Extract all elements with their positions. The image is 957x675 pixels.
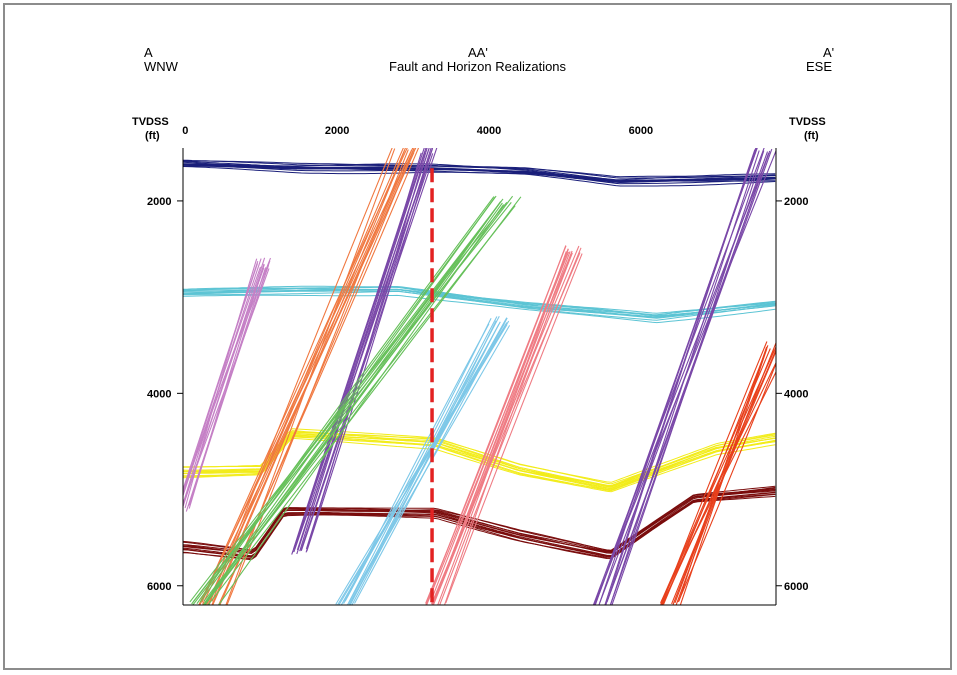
horizon-realization bbox=[183, 289, 776, 318]
fault-realization bbox=[300, 148, 438, 551]
fault-realization bbox=[348, 323, 500, 603]
fault-salmon bbox=[425, 245, 583, 605]
y-tick-label-left: 6000 bbox=[147, 581, 171, 593]
right-direction-label: ESE bbox=[806, 59, 833, 74]
fault-realization bbox=[432, 252, 573, 605]
horizon-realization bbox=[183, 486, 776, 552]
fault-purple bbox=[291, 148, 438, 555]
horizon-realization bbox=[183, 294, 776, 324]
horizon-realization bbox=[183, 289, 776, 318]
fault-realization bbox=[672, 346, 768, 605]
fault-realization bbox=[347, 316, 498, 605]
horizon-cyan bbox=[183, 285, 776, 324]
fault-realization bbox=[293, 148, 425, 549]
fault-realization bbox=[344, 317, 492, 602]
figure-frame bbox=[3, 3, 952, 670]
fault-realization bbox=[677, 362, 776, 603]
left-axis-unit-line2: (ft) bbox=[145, 130, 160, 142]
right-axis-unit-line1: TVDSS bbox=[789, 116, 826, 128]
fault-realization bbox=[598, 151, 769, 605]
left-axis-unit-line1: TVDSS bbox=[132, 116, 169, 128]
fault-lightblue bbox=[335, 315, 511, 605]
y-tick-label-right: 6000 bbox=[784, 581, 808, 593]
x-tick-label: 6000 bbox=[629, 125, 653, 137]
fault-realization bbox=[674, 349, 775, 603]
fault-realization bbox=[609, 150, 760, 605]
right-end-label: A' bbox=[823, 45, 835, 60]
horizon-realization bbox=[183, 288, 776, 317]
horizon-realization bbox=[183, 435, 776, 491]
horizon-realization bbox=[183, 161, 776, 181]
horizon-navy bbox=[183, 159, 776, 187]
fault-purple bbox=[592, 148, 776, 605]
left-direction-label: WNW bbox=[144, 59, 178, 74]
fault-realization bbox=[661, 341, 768, 605]
fault-realization bbox=[191, 202, 512, 605]
horizon-realization bbox=[183, 495, 776, 560]
x-tick-label: 2000 bbox=[325, 125, 349, 137]
section-name: AA' bbox=[468, 45, 488, 60]
fault-realization bbox=[207, 196, 522, 605]
fault-pink bbox=[183, 257, 272, 512]
y-tick-label-left: 4000 bbox=[147, 388, 171, 400]
left-end-label: A bbox=[144, 45, 153, 60]
fault-realization bbox=[199, 195, 497, 603]
y-tick-label-right: 2000 bbox=[784, 196, 808, 208]
x-tick-label: 4000 bbox=[477, 125, 501, 137]
fault-realization bbox=[594, 152, 770, 605]
fault-realization bbox=[211, 148, 404, 602]
right-axis-unit-line2: (ft) bbox=[804, 130, 819, 142]
fault-realization bbox=[183, 267, 265, 495]
x-tick-label: 0 bbox=[182, 125, 188, 137]
y-tick-label-left: 2000 bbox=[147, 196, 171, 208]
fault-realization bbox=[660, 370, 776, 602]
fault-realization bbox=[183, 258, 262, 506]
fault-realization bbox=[343, 323, 490, 604]
fault-realization bbox=[594, 149, 756, 605]
fault-realization bbox=[199, 148, 408, 605]
fault-realization bbox=[192, 198, 504, 603]
chart-title: Fault and Horizon Realizations bbox=[389, 59, 567, 74]
horizon-realization bbox=[183, 286, 776, 316]
fault-realization bbox=[348, 325, 511, 605]
fault-realization bbox=[430, 248, 569, 603]
fault-realization bbox=[305, 148, 428, 550]
fault-realization bbox=[294, 148, 433, 550]
fault-realization bbox=[592, 148, 765, 605]
fault-realization bbox=[432, 251, 571, 605]
fault-realization bbox=[183, 261, 259, 492]
fault-red bbox=[659, 341, 776, 605]
horizon-realization bbox=[183, 164, 776, 183]
fault-realization bbox=[187, 267, 267, 507]
fault-realization bbox=[445, 253, 583, 604]
fault-realization bbox=[336, 324, 508, 605]
fault-realization bbox=[196, 196, 495, 605]
horizon-realization bbox=[183, 166, 776, 187]
fault-realization bbox=[208, 148, 393, 605]
fault-realization bbox=[202, 148, 417, 605]
fault-realization bbox=[425, 245, 567, 605]
fault-realization bbox=[605, 150, 771, 605]
y-tick-label-right: 4000 bbox=[784, 388, 808, 400]
fault-realization bbox=[306, 153, 432, 552]
plot-area bbox=[183, 148, 776, 605]
fault-realization bbox=[611, 150, 765, 605]
fault-realization bbox=[203, 200, 502, 605]
horizon-realization bbox=[183, 437, 776, 493]
fault-realization bbox=[350, 315, 500, 605]
fault-realization bbox=[663, 345, 769, 605]
fault-green bbox=[189, 195, 522, 605]
